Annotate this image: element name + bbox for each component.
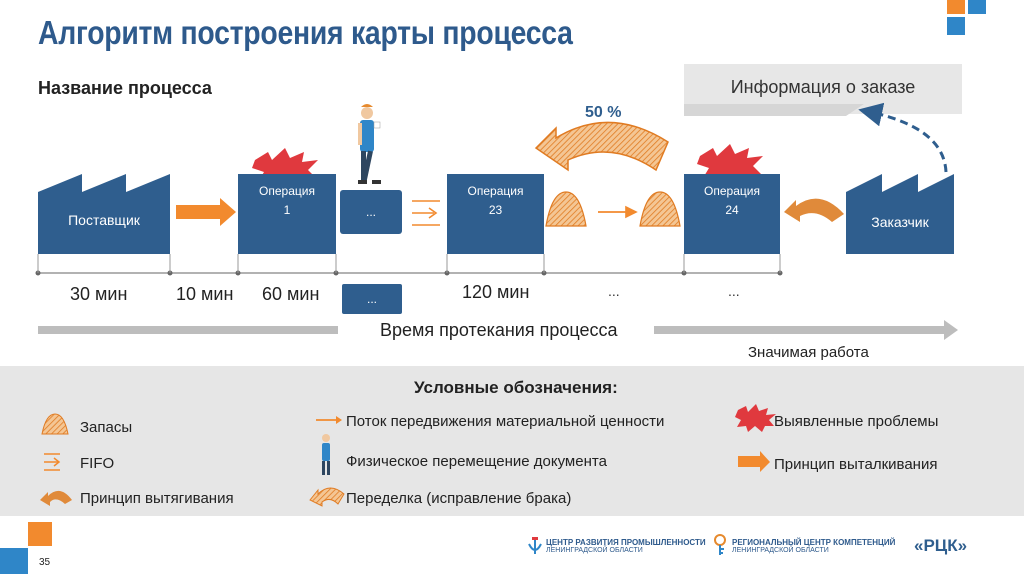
legend-flow-label: Поток передвижения материальной ценности bbox=[346, 413, 665, 430]
process-time-label: Время протекания процесса bbox=[380, 320, 618, 340]
logo1-line2: ЛЕНИНГРАДСКОЙ ОБЛАСТИ bbox=[546, 547, 643, 554]
operation-label: Операция bbox=[467, 184, 524, 198]
corner-square-blue-top2 bbox=[947, 17, 965, 35]
corner-square-blue-top bbox=[968, 0, 986, 14]
operation-number: 1 bbox=[283, 203, 291, 217]
timeline-label-60: 60 мин bbox=[262, 284, 320, 304]
stock-hump-icon-2 bbox=[639, 191, 681, 227]
operation-label: Операция bbox=[259, 184, 315, 198]
logo1-line1: ЦЕНТР РАЗВИТИЯ ПРОМЫШЛЕННОСТИ bbox=[546, 538, 706, 547]
legend-fifo-icon bbox=[44, 453, 61, 471]
person-document-icon bbox=[358, 104, 381, 184]
legend-rework-icon bbox=[309, 487, 345, 507]
operation-number: 24 bbox=[725, 203, 739, 217]
corner-square-orange-top bbox=[947, 0, 965, 14]
logo2-line1: РЕГИОНАЛЬНЫЙ ЦЕНТР КОМПЕТЕНЦИЙ bbox=[732, 538, 896, 547]
legend-pull-label: Принцип вытягивания bbox=[80, 490, 234, 507]
time-arrow-left-bar bbox=[38, 326, 338, 334]
customer-factory-icon bbox=[846, 174, 954, 254]
supplier-label: Поставщик bbox=[68, 212, 140, 228]
operation-label: Операция bbox=[704, 184, 760, 198]
process-name-label: Название процесса bbox=[38, 78, 212, 98]
timeline-label-dots-2: ... bbox=[728, 283, 740, 299]
rework-percent: 50 % bbox=[585, 104, 622, 121]
legend-push-label: Принцип выталкивания bbox=[774, 456, 938, 473]
time-arrow-right-bar bbox=[654, 326, 944, 334]
page-title: Алгоритм построения карты процесса bbox=[38, 14, 573, 51]
significant-work-label: Значимая работа bbox=[748, 344, 869, 361]
corner-square-orange-bottom bbox=[28, 522, 52, 546]
stock-hump-icon-1 bbox=[545, 191, 587, 227]
info-flow-dashed-arrow bbox=[858, 102, 948, 173]
rework-arc-icon bbox=[534, 121, 669, 172]
operation-box-1: Операция 1 bbox=[238, 174, 336, 254]
legend-title: Условные обозначения: bbox=[414, 378, 618, 397]
legend-problem-icon bbox=[735, 404, 776, 432]
logo2-line2: ЛЕНИНГРАДСКОЙ ОБЛАСТИ bbox=[732, 547, 829, 554]
timeline-box-ellipsis: ... bbox=[342, 284, 402, 314]
competence-center-logo-icon bbox=[712, 534, 728, 556]
intermediate-box: ... bbox=[340, 190, 402, 234]
legend-doc-label: Физическое перемещение документа bbox=[346, 453, 607, 470]
page-number: 35 bbox=[39, 557, 51, 568]
rck-logo: «РЦК» bbox=[914, 536, 968, 555]
push-arrow-icon bbox=[176, 198, 236, 226]
operation-box-24: Операция 24 bbox=[684, 174, 780, 254]
legend-problems-label: Выявленные проблемы bbox=[774, 413, 939, 430]
legend-stock-icon bbox=[41, 413, 69, 435]
corner-square-blue-bottom bbox=[0, 548, 28, 574]
operation-number: 23 bbox=[488, 203, 503, 217]
supplier-factory-icon bbox=[38, 174, 170, 254]
legend-icons bbox=[40, 404, 776, 507]
legend-person-icon bbox=[322, 434, 330, 475]
time-arrow-head bbox=[944, 320, 958, 340]
pull-arrow-icon bbox=[784, 198, 844, 222]
timeline-label-30: 30 мин bbox=[70, 284, 128, 304]
competence-center-logo: РЕГИОНАЛЬНЫЙ ЦЕНТР КОМПЕТЕНЦИЙ ЛЕНИНГРАД… bbox=[732, 538, 895, 555]
operation-box-23: Операция 23 bbox=[447, 174, 544, 254]
legend-fifo-label: FIFO bbox=[80, 455, 115, 472]
customer-label: Заказчик bbox=[871, 214, 929, 230]
fifo-icon bbox=[412, 200, 440, 226]
legend-stock-label: Запасы bbox=[80, 419, 133, 436]
legend-panel bbox=[0, 366, 1024, 516]
industry-center-logo: ЦЕНТР РАЗВИТИЯ ПРОМЫШЛЕННОСТИ ЛЕНИНГРАДС… bbox=[546, 538, 706, 555]
legend-push-icon bbox=[738, 451, 770, 472]
industry-center-logo-icon bbox=[527, 536, 543, 556]
timeline-label-10: 10 мин bbox=[176, 284, 234, 304]
legend-rework-label: Переделка (исправление брака) bbox=[346, 490, 572, 507]
order-info-text: Информация о заказе bbox=[730, 77, 916, 97]
order-info-box-shadow bbox=[684, 104, 864, 116]
timeline-label-dots-1: ... bbox=[608, 283, 620, 299]
timeline-label-120: 120 мин bbox=[462, 282, 530, 302]
legend-pull-icon bbox=[40, 490, 72, 506]
